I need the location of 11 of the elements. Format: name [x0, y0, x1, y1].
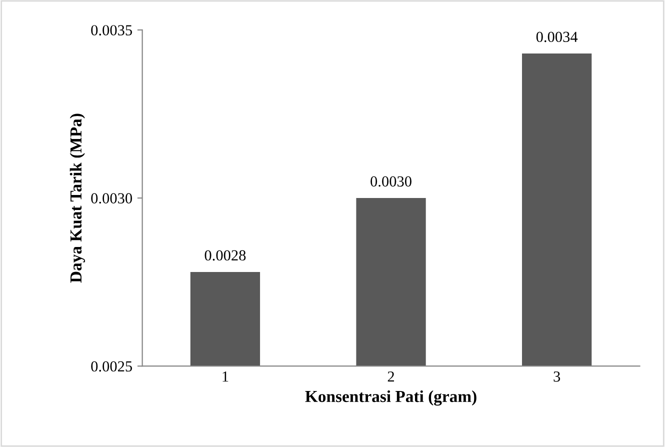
y-tick-label: 0.0035 [91, 25, 132, 36]
y-tick-label: 0.0025 [91, 361, 132, 372]
x-tick-label: 2 [388, 371, 394, 382]
x-axis-title: Konsentrasi Pati (gram) [305, 390, 476, 406]
y-axis-title: Daya Kuat Tarik (MPa) [70, 114, 86, 283]
y-tick-label: 0.0030 [91, 193, 132, 204]
data-label: 0.0028 [204, 250, 246, 261]
x-tick-label: 3 [554, 371, 560, 382]
x-tick-label: 1 [222, 371, 228, 382]
data-label: 0.0030 [370, 176, 412, 187]
data-label: 0.0034 [536, 32, 578, 42]
